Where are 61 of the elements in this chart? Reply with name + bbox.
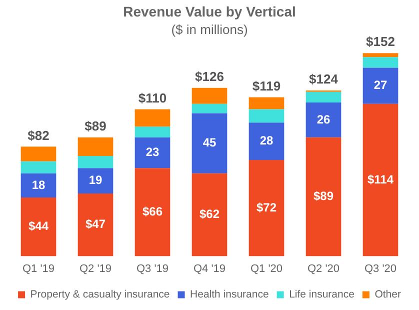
- bar: [362, 68, 398, 104]
- x-tick-label: Q3 '20: [364, 262, 397, 275]
- x-tick-label: Q1 '20: [250, 262, 283, 275]
- bar: [134, 137, 170, 168]
- bar: [362, 53, 398, 58]
- bar: [306, 137, 342, 256]
- legend-label: Property & casualty insurance: [30, 288, 170, 301]
- data-label: 27: [374, 78, 388, 92]
- x-tick-label: Q4 '19: [193, 262, 226, 275]
- x-tick-label: Q2 '20: [307, 262, 340, 275]
- legend-label: Health insurance: [190, 288, 269, 301]
- bar: [134, 126, 170, 138]
- bar: [20, 197, 56, 256]
- total-label: $124: [309, 72, 339, 87]
- data-label: 18: [32, 178, 46, 192]
- bar: [362, 57, 398, 68]
- bar: [248, 160, 284, 256]
- bar: [192, 104, 228, 114]
- data-label: 45: [202, 136, 216, 150]
- chart-subtitle: ($ in millions): [171, 22, 248, 38]
- bar: [20, 161, 56, 174]
- total-label: $152: [366, 34, 395, 50]
- bar: [134, 109, 170, 127]
- bar: [248, 97, 284, 110]
- legend-label: Other: [374, 288, 402, 301]
- data-label: 23: [146, 145, 160, 160]
- bar: [248, 122, 284, 160]
- x-tick-label: Q1 '19: [22, 262, 55, 275]
- bar: [248, 109, 284, 123]
- bar: [78, 156, 114, 168]
- legend-label: Life insurance: [289, 288, 355, 301]
- total-label: $110: [138, 90, 167, 106]
- bar: [78, 193, 114, 256]
- bar: [306, 92, 342, 103]
- x-tick-label: Q3 '19: [136, 262, 169, 275]
- bar: [20, 146, 56, 162]
- data-label: $44: [28, 219, 49, 234]
- data-label: $114: [367, 172, 394, 186]
- bar: [192, 113, 228, 174]
- x-tick-label: Q2 '19: [79, 262, 112, 275]
- data-label: $89: [313, 189, 334, 204]
- bar: [78, 168, 114, 194]
- total-label: $82: [28, 128, 50, 143]
- total-label: $126: [195, 68, 224, 84]
- data-label: $66: [142, 204, 163, 218]
- data-label: $62: [199, 207, 220, 222]
- data-label: 26: [316, 112, 330, 126]
- bar: [362, 104, 398, 256]
- bar: [134, 168, 170, 256]
- total-label: $89: [84, 118, 106, 134]
- bar: [78, 137, 114, 156]
- bar: [192, 173, 228, 256]
- bar: [192, 88, 228, 104]
- bar: [20, 173, 56, 198]
- data-label: $72: [256, 200, 277, 214]
- data-label: $47: [85, 217, 106, 232]
- chart-title: Revenue Value by Vertical: [123, 3, 296, 20]
- data-label: 19: [88, 173, 102, 188]
- bar: [306, 102, 342, 138]
- data-label: 28: [260, 134, 274, 148]
- total-label: $119: [252, 78, 281, 94]
